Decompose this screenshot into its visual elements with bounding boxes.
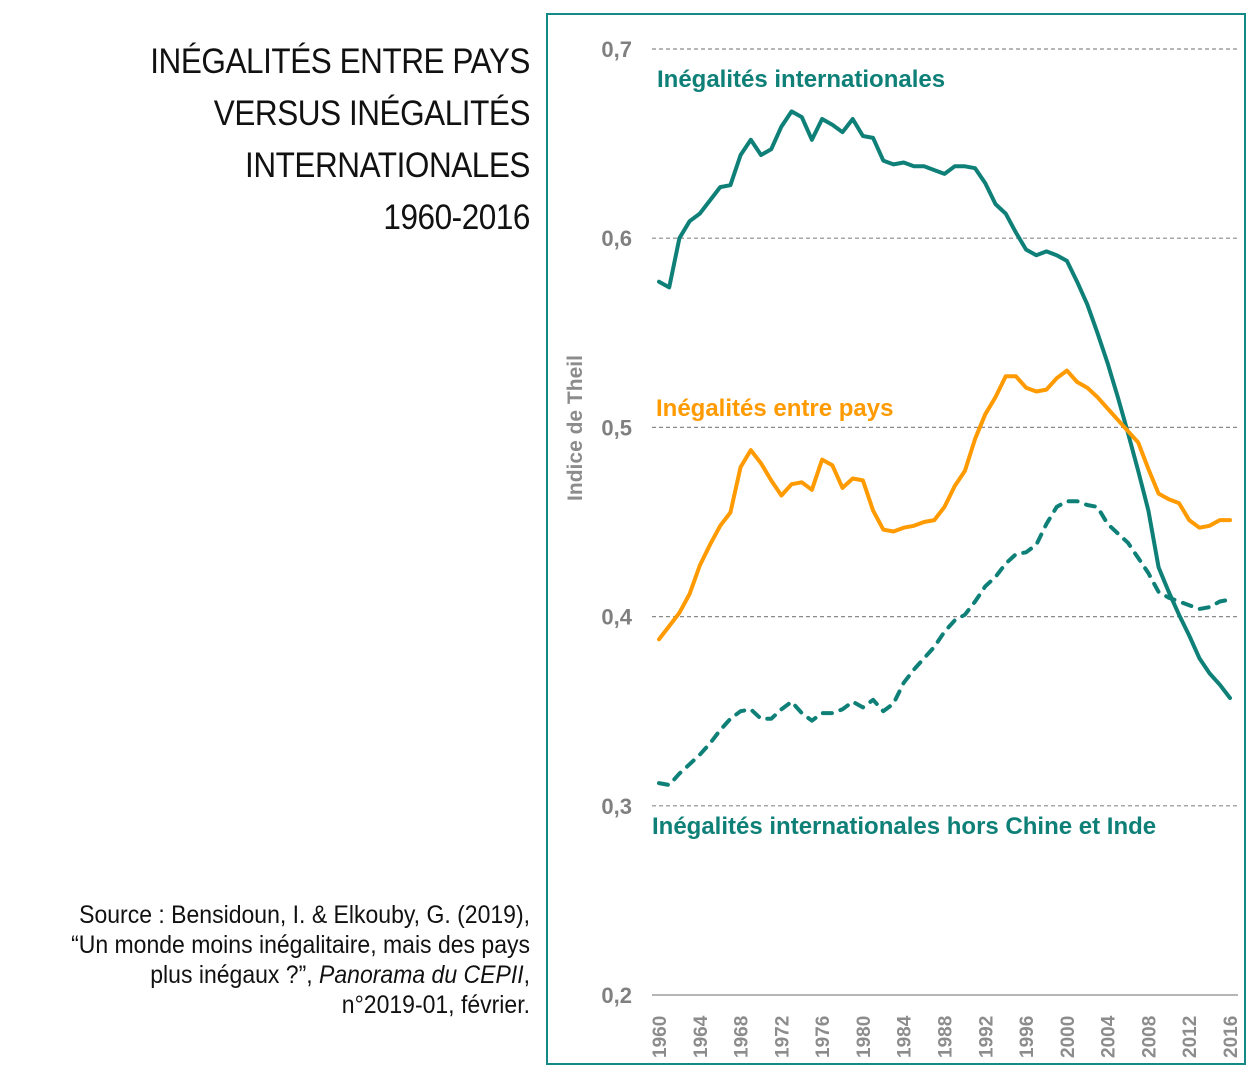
x-tick-label: 2004 bbox=[1099, 1015, 1120, 1058]
source-citation: Source : Bensidoun, I. & Elkouby, G. (20… bbox=[0, 900, 530, 1020]
x-tick-label: 2016 bbox=[1221, 1016, 1242, 1058]
x-tick-label: 1992 bbox=[976, 1016, 997, 1058]
x-tick-label: 1960 bbox=[650, 1016, 671, 1058]
series-label-international-excl-china-india: Inégalités internationales hors Chine et… bbox=[652, 813, 1156, 840]
y-axis-ticks: 0,2 0,3 0,4 0,5 0,6 0,7 bbox=[601, 37, 632, 1008]
source-line-1: Source : Bensidoun, I. & Elkouby, G. (20… bbox=[79, 901, 531, 929]
title-line-4: 1960-2016 bbox=[383, 198, 530, 237]
x-tick-label: 1972 bbox=[772, 1016, 793, 1058]
x-tick-label: 2008 bbox=[1139, 1016, 1160, 1058]
y-tick-label: 0,3 bbox=[601, 794, 632, 819]
series-line-0 bbox=[657, 109, 1232, 700]
x-tick-label: 1980 bbox=[854, 1016, 875, 1058]
x-tick-label: 1976 bbox=[813, 1016, 834, 1058]
source-text: plus inégaux ?”, bbox=[150, 961, 320, 989]
source-comma: , bbox=[523, 961, 530, 989]
series-label-between-countries: Inégalités entre pays bbox=[656, 395, 893, 422]
series-label-international: Inégalités internationales bbox=[657, 66, 945, 93]
series-line-2 bbox=[657, 499, 1232, 787]
source-line-4: n°2019-01, février. bbox=[341, 991, 530, 1019]
x-tick-label: 2000 bbox=[1058, 1016, 1079, 1058]
x-tick-label: 1988 bbox=[936, 1016, 957, 1058]
x-axis-ticks: 1960 1964 1968 1972 1976 1980 1984 1988 1992 1996… bbox=[650, 1015, 1242, 1058]
source-line-3: plus inégaux ?”, Panorama du CEPII, bbox=[42, 960, 530, 990]
chart-frame bbox=[546, 13, 1246, 1065]
title-line-2: VERSUS INÉGALITÉS bbox=[213, 94, 531, 133]
gridlines bbox=[652, 48, 1238, 996]
chart-title: INÉGALITÉS ENTRE PAYS VERSUS INÉGALITÉS … bbox=[60, 36, 530, 244]
series-line-1 bbox=[657, 368, 1232, 642]
x-tick-label: 2012 bbox=[1180, 1016, 1201, 1058]
y-tick-label: 0,4 bbox=[601, 605, 632, 630]
y-axis-title: Indice de Theil bbox=[564, 355, 587, 501]
y-tick-label: 0,7 bbox=[601, 37, 632, 62]
x-tick-label: 1968 bbox=[732, 1016, 753, 1058]
y-tick-label: 0,5 bbox=[601, 415, 632, 440]
title-line-1: INÉGALITÉS ENTRE PAYS bbox=[150, 42, 530, 81]
y-tick-label: 0,6 bbox=[601, 226, 632, 251]
x-tick-label: 1964 bbox=[691, 1015, 712, 1058]
source-line-2: “Un monde moins inégalitaire, mais des p… bbox=[71, 931, 530, 959]
source-journal: Panorama du CEPII bbox=[319, 961, 524, 989]
title-line-3: INTERNATIONALES bbox=[245, 146, 530, 185]
series-lines bbox=[657, 109, 1232, 787]
x-tick-label: 1996 bbox=[1017, 1016, 1038, 1058]
x-tick-label: 1984 bbox=[895, 1015, 916, 1058]
y-tick-label: 0,2 bbox=[601, 983, 632, 1008]
